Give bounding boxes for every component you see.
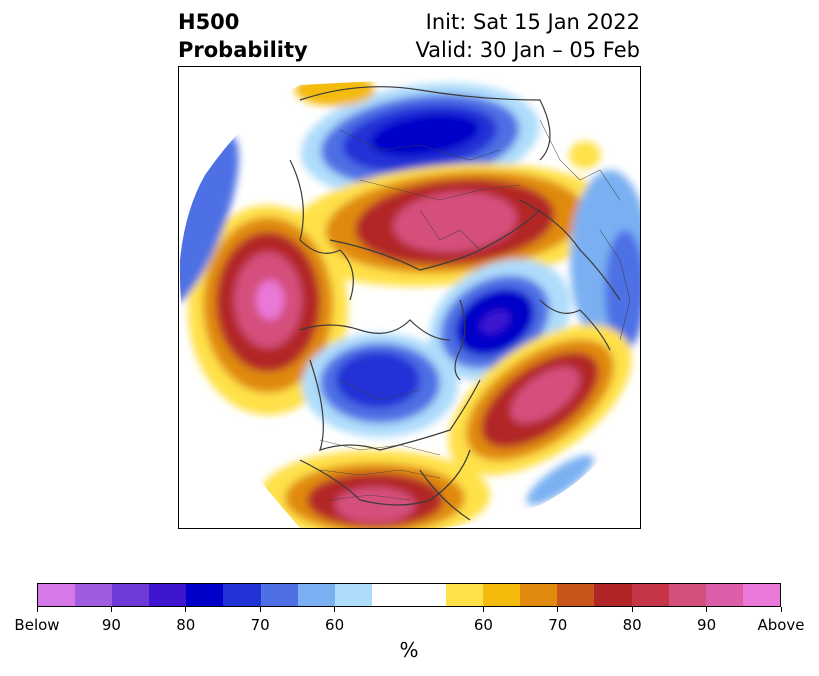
colorbar-tick-label: Above <box>757 616 805 634</box>
map-title: H500 Probability <box>178 8 308 64</box>
map-frame <box>178 66 641 529</box>
colorbar-tick-label: 90 <box>101 616 121 634</box>
colorbar-cell <box>75 584 113 606</box>
colorbar-tick <box>36 607 38 612</box>
colorbar-cell <box>705 584 743 606</box>
colorbar-cell <box>557 584 595 606</box>
below-anomaly-west-edge <box>179 134 239 306</box>
colorbar-cell <box>334 584 372 606</box>
colorbar-cell <box>149 584 187 606</box>
title-line-1: H500 <box>178 10 240 34</box>
colorbar-tick <box>557 607 559 612</box>
colorbar-tick-label: 70 <box>548 616 568 634</box>
colorbar-cell <box>520 584 558 606</box>
above-anomaly-arctic <box>285 163 615 287</box>
colorbar-cell <box>186 584 224 606</box>
title-line-2: Probability <box>178 38 308 62</box>
colorbar <box>37 583 781 607</box>
above-anomaly-north <box>295 74 375 106</box>
above-anomaly-north-atlantic <box>448 324 632 476</box>
colorbar-cell <box>38 584 76 606</box>
map-disk <box>179 70 640 528</box>
probability-fields <box>179 74 640 528</box>
below-anomaly-canada <box>302 333 458 437</box>
colorbar-cell <box>260 584 298 606</box>
above-anomaly-small <box>569 141 601 169</box>
run-info: Init: Sat 15 Jan 2022 Valid: 30 Jan – 05… <box>415 8 640 64</box>
init-time: Init: Sat 15 Jan 2022 <box>425 10 640 34</box>
colorbar-tick-label: Below <box>14 616 60 634</box>
colorbar-cell <box>742 584 780 606</box>
colorbar-cell <box>408 584 447 606</box>
colorbar-tick-label: 70 <box>250 616 270 634</box>
coastlines <box>289 86 621 521</box>
colorbar-cell <box>223 584 261 606</box>
colorbar-tick <box>482 607 484 612</box>
colorbar-tick <box>334 607 336 612</box>
colorbar-tick <box>780 607 782 612</box>
colorbar-tick-label: 90 <box>697 616 717 634</box>
above-anomaly-pacific <box>188 205 348 415</box>
above-anomaly-united-states <box>260 450 490 528</box>
political-borders <box>319 119 631 501</box>
below-anomaly-southeast <box>526 455 594 505</box>
colorbar-cell <box>594 584 632 606</box>
colorbar-unit: % <box>399 638 419 662</box>
colorbar-tick <box>631 607 633 612</box>
colorbar-cell <box>668 584 706 606</box>
colorbar-cell <box>483 584 521 606</box>
colorbar-tick-label: 80 <box>622 616 642 634</box>
valid-period: Valid: 30 Jan – 05 Feb <box>415 38 640 62</box>
colorbar-tick <box>259 607 261 612</box>
colorbar-tick-label: 60 <box>325 616 345 634</box>
colorbar-tick <box>110 607 112 612</box>
colorbar-cell <box>631 584 669 606</box>
colorbar-cell <box>112 584 150 606</box>
colorbar-tick <box>185 607 187 612</box>
colorbar-tick <box>706 607 708 612</box>
below-anomaly-atlantic-arctic <box>429 259 571 381</box>
colorbar-tick-label: 80 <box>176 616 196 634</box>
below-anomaly-east-core <box>605 230 640 350</box>
colorbar-cell <box>297 584 335 606</box>
colorbar-cell <box>371 584 409 606</box>
colorbar-cell <box>446 584 484 606</box>
colorbar-tick-label: 60 <box>473 616 493 634</box>
